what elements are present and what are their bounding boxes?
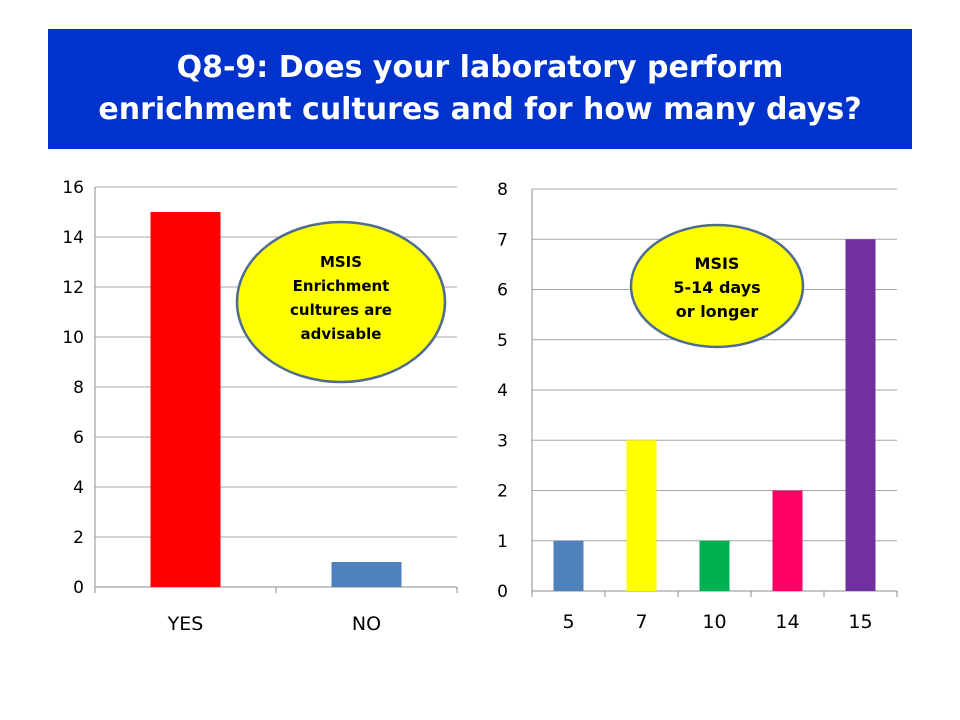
y-tick-label: 16 xyxy=(62,178,84,198)
callout-ellipse xyxy=(235,220,447,384)
callout-text-line: advisable xyxy=(301,325,382,343)
y-tick-label: 7 xyxy=(497,230,508,250)
bar-yes xyxy=(150,212,221,587)
callout-text-line: MSIS xyxy=(695,254,740,273)
x-category-label: 15 xyxy=(848,611,872,633)
callout-text-line: or longer xyxy=(676,302,759,321)
y-tick-label: 8 xyxy=(73,378,84,398)
callout-text-line: MSIS xyxy=(320,253,362,271)
y-tick-label: 4 xyxy=(497,381,508,401)
x-category-label: NO xyxy=(352,613,381,635)
page-title: Q8-9: Does your laboratory perform enric… xyxy=(98,47,861,131)
y-tick-label: 2 xyxy=(497,482,508,502)
y-tick-label: 0 xyxy=(73,578,84,598)
title-line-2: enrichment cultures and for how many day… xyxy=(98,92,862,127)
bar-15 xyxy=(845,239,876,591)
y-tick-label: 8 xyxy=(497,180,508,200)
title-line-1: Q8-9: Does your laboratory perform xyxy=(176,50,784,85)
x-category-label: 14 xyxy=(775,611,799,633)
bar-7 xyxy=(626,440,657,591)
title-banner: Q8-9: Does your laboratory perform enric… xyxy=(48,29,912,149)
y-tick-label: 6 xyxy=(497,281,508,301)
callout-text-line: cultures are xyxy=(290,301,392,319)
y-tick-label: 0 xyxy=(497,582,508,602)
y-tick-label: 10 xyxy=(62,328,84,348)
y-tick-label: 6 xyxy=(73,428,84,448)
bar-5 xyxy=(553,540,584,591)
bar-10 xyxy=(699,540,730,591)
y-tick-label: 12 xyxy=(62,278,84,298)
callout-text-line: Enrichment xyxy=(293,277,390,295)
y-tick-label: 5 xyxy=(497,331,508,351)
y-tick-label: 1 xyxy=(497,532,508,552)
x-category-label: YES xyxy=(167,613,204,635)
chart-enrichment-days: 0 1 2 3 4 5 6 7 8 5 7 10 14 15 MSIS 5-14 days or longer xyxy=(497,180,898,633)
x-category-label: 5 xyxy=(562,611,574,633)
bar-14 xyxy=(772,490,803,591)
x-category-label: 7 xyxy=(635,611,647,633)
y-tick-label: 4 xyxy=(73,478,84,498)
callout-text-line: 5-14 days xyxy=(673,278,760,297)
y-tick-label: 2 xyxy=(73,528,84,548)
x-category-label: 10 xyxy=(702,611,726,633)
bar-no xyxy=(331,562,402,587)
callout-ellipse xyxy=(629,223,805,349)
y-tick-label: 3 xyxy=(497,431,508,451)
y-tick-label: 14 xyxy=(62,228,84,248)
chart-enrichment-yes-no: 0 2 4 6 8 10 12 14 16 YES NO MSIS Enrichment cultures… xyxy=(62,178,458,635)
